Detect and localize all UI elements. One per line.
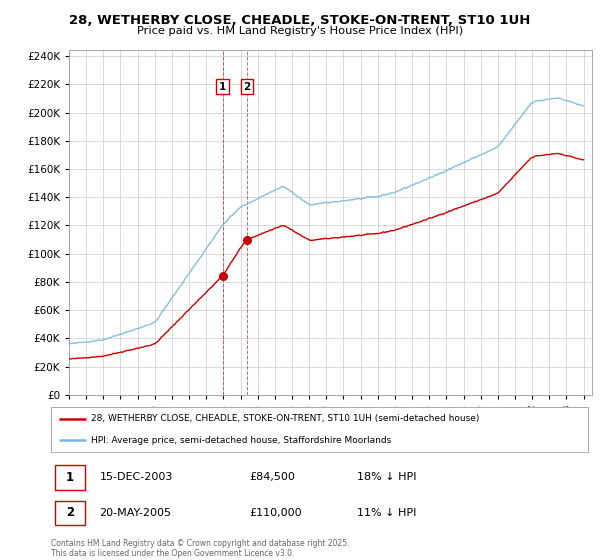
Text: Price paid vs. HM Land Registry's House Price Index (HPI): Price paid vs. HM Land Registry's House … bbox=[137, 26, 463, 36]
Text: £110,000: £110,000 bbox=[250, 508, 302, 518]
Text: 18% ↓ HPI: 18% ↓ HPI bbox=[357, 472, 416, 482]
Text: 2: 2 bbox=[244, 82, 251, 92]
Text: 1: 1 bbox=[66, 471, 74, 484]
Text: HPI: Average price, semi-detached house, Staffordshire Moorlands: HPI: Average price, semi-detached house,… bbox=[91, 436, 392, 445]
Text: 1: 1 bbox=[219, 82, 226, 92]
Text: £84,500: £84,500 bbox=[250, 472, 296, 482]
Text: 20-MAY-2005: 20-MAY-2005 bbox=[100, 508, 172, 518]
Text: 11% ↓ HPI: 11% ↓ HPI bbox=[357, 508, 416, 518]
Text: 28, WETHERBY CLOSE, CHEADLE, STOKE-ON-TRENT, ST10 1UH: 28, WETHERBY CLOSE, CHEADLE, STOKE-ON-TR… bbox=[70, 14, 530, 27]
Text: 28, WETHERBY CLOSE, CHEADLE, STOKE-ON-TRENT, ST10 1UH (semi-detached house): 28, WETHERBY CLOSE, CHEADLE, STOKE-ON-TR… bbox=[91, 414, 479, 423]
Text: 2: 2 bbox=[66, 506, 74, 519]
Bar bbox=[55, 465, 85, 489]
Text: 15-DEC-2003: 15-DEC-2003 bbox=[100, 472, 173, 482]
Text: Contains HM Land Registry data © Crown copyright and database right 2025.
This d: Contains HM Land Registry data © Crown c… bbox=[51, 539, 349, 558]
Bar bbox=[55, 501, 85, 525]
